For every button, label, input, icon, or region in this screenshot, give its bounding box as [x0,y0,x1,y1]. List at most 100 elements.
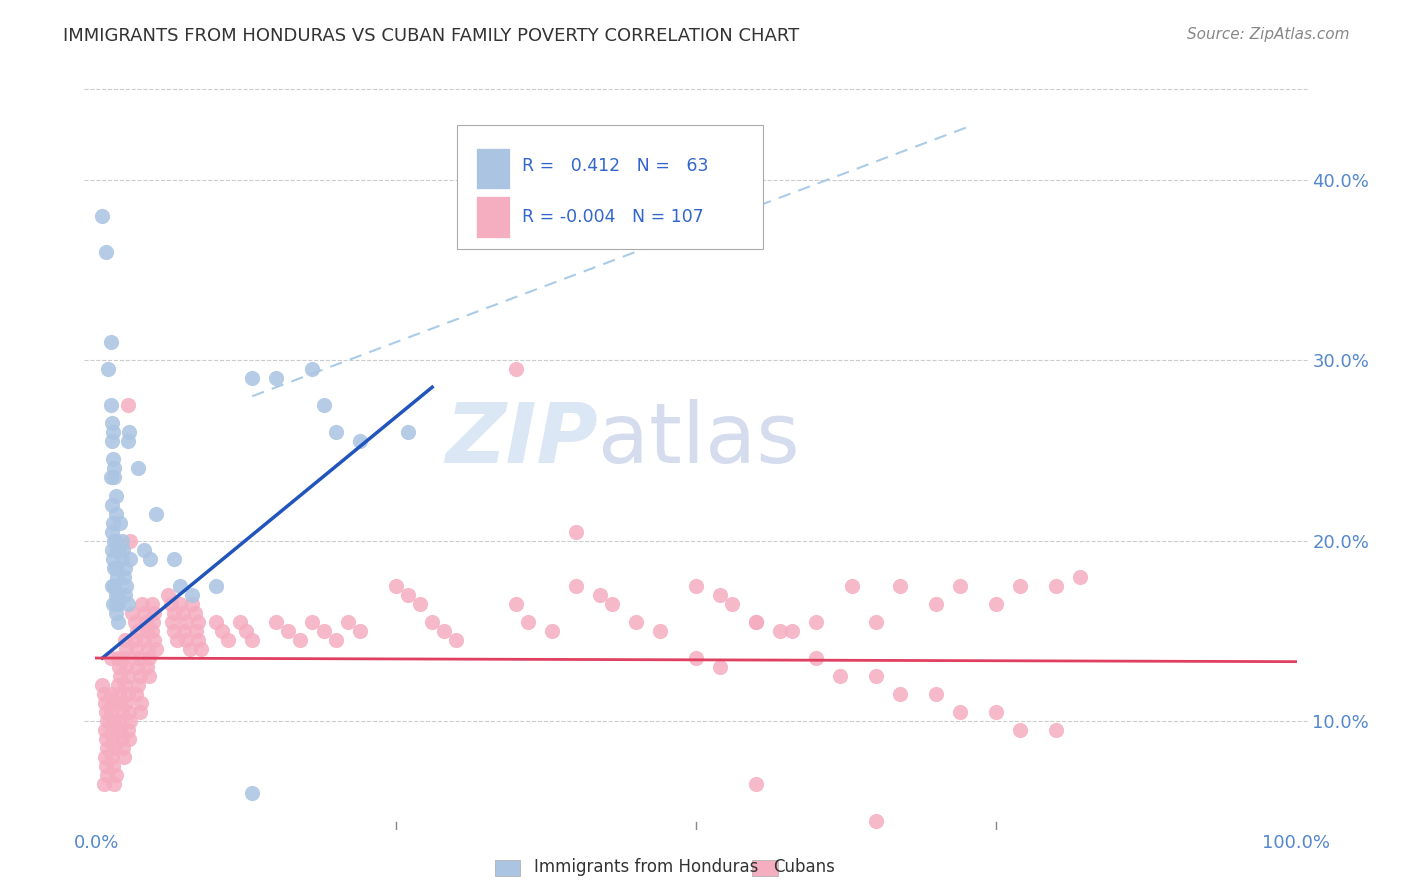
Point [349,434,371,449]
Point [134,632,156,647]
Point [94,244,117,259]
Point [984,597,1007,611]
Point [160,615,183,629]
Point [337,615,360,629]
Point [101,434,124,449]
Point [93,696,117,710]
Point [110,696,132,710]
Point [103,777,125,791]
Point [93,777,115,791]
Point [124,632,146,647]
Point [100,398,122,412]
Point [264,615,287,629]
Point [1008,579,1031,593]
Point [135,660,157,674]
Point [117,434,139,449]
Point [101,759,124,773]
Text: Source: ZipAtlas.com: Source: ZipAtlas.com [1187,27,1350,42]
Point [565,524,588,539]
Point [949,579,972,593]
Point [117,669,139,683]
Point [115,660,138,674]
Point [444,632,467,647]
Point [184,624,207,638]
Point [114,678,136,692]
Point [96,768,118,782]
Point [314,624,336,638]
Point [828,669,851,683]
FancyBboxPatch shape [475,196,510,237]
Point [145,507,167,521]
Point [172,606,194,620]
Point [100,705,122,719]
Point [97,362,120,376]
Point [101,696,124,710]
Point [107,588,129,602]
Point [93,750,117,764]
Point [94,705,117,719]
Point [111,741,134,756]
FancyBboxPatch shape [475,148,510,189]
Point [301,615,323,629]
Point [101,750,124,764]
Point [325,425,347,440]
Point [174,632,197,647]
Point [135,615,157,629]
Point [103,741,125,756]
Text: Cubans: Cubans [773,858,835,876]
Point [349,624,371,638]
Point [118,425,141,440]
Point [128,705,150,719]
Point [101,498,124,512]
Point [1045,579,1067,593]
Point [600,597,623,611]
Point [105,570,128,584]
Point [187,615,209,629]
Point [117,687,139,701]
Point [115,642,138,657]
Point [163,606,186,620]
Point [139,551,162,566]
Point [169,579,191,593]
Point [108,687,131,701]
Point [240,371,263,385]
Point [94,759,117,773]
Point [101,579,124,593]
Point [104,597,127,611]
Point [181,597,204,611]
Point [110,533,132,548]
Point [118,732,141,747]
Point [112,651,135,665]
Point [217,632,239,647]
Point [166,632,188,647]
Point [101,417,124,431]
Point [517,615,540,629]
Point [420,615,443,629]
Point [141,624,163,638]
Point [101,425,124,440]
Point [91,678,114,692]
Point [163,551,186,566]
Point [685,651,707,665]
Point [125,687,148,701]
Point [889,687,911,701]
Point [121,606,143,620]
Point [780,624,803,638]
Point [1069,570,1091,584]
Point [205,579,228,593]
Point [96,741,118,756]
Point [110,669,132,683]
Point [134,606,156,620]
Point [709,588,731,602]
Text: atlas: atlas [598,400,800,481]
Point [125,642,148,657]
Point [105,542,128,557]
Point [118,551,141,566]
Point [111,542,134,557]
Point [110,551,132,566]
Point [94,732,117,747]
Point [128,669,150,683]
Point [138,669,160,683]
Point [804,651,827,665]
Point [114,588,136,602]
